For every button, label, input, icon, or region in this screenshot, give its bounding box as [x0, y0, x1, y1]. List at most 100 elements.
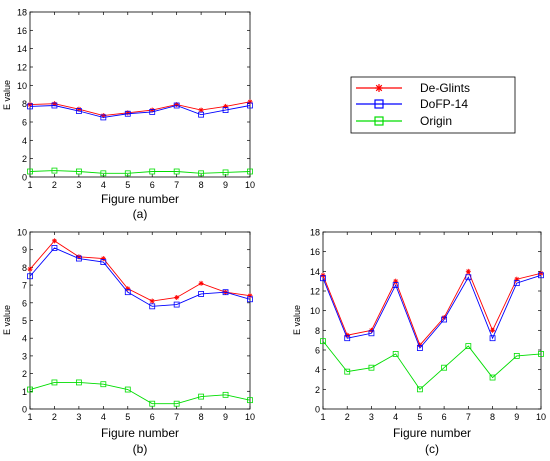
- data-point-origin: [75, 379, 82, 386]
- data-point-dofp-14: [392, 282, 399, 289]
- data-point-origin: [100, 170, 107, 177]
- data-point-origin: [320, 338, 326, 345]
- data-point-de-glints: [27, 266, 33, 272]
- data-point-de-glints: [198, 280, 204, 286]
- y-tick-label: 4: [22, 334, 27, 344]
- series-line-dofp-14: [29, 105, 251, 118]
- series-line-origin: [322, 340, 542, 391]
- series-line-de-glints: [29, 101, 251, 117]
- series-line-dofp-14: [322, 274, 542, 349]
- data-point-dofp-14: [247, 296, 253, 303]
- data-point-origin: [247, 397, 253, 404]
- series-line-origin: [29, 170, 251, 174]
- legend-marker-origin-icon: [374, 116, 384, 126]
- x-tick-label: 2: [52, 180, 57, 190]
- legend-marker-de-glints: [375, 84, 383, 92]
- data-point-origin: [75, 168, 82, 175]
- data-point-dofp-14: [222, 289, 229, 296]
- plot-frame-a: [29, 11, 251, 178]
- data-point-dofp-14: [247, 102, 253, 109]
- data-point-dofp-14: [75, 255, 82, 262]
- data-point-dofp-14: [51, 102, 58, 109]
- data-point-origin: [51, 167, 58, 174]
- x-tick-label: 9: [223, 180, 228, 190]
- data-point-dofp-14: [173, 102, 180, 109]
- data-point-dofp-14: [100, 114, 107, 121]
- data-point-dofp-14: [149, 109, 156, 115]
- data-point-origin: [149, 400, 156, 407]
- data-point-origin: [124, 170, 131, 177]
- legend-label-dofp-14: DoFP-14: [420, 97, 468, 111]
- data-point-dofp-14: [198, 111, 205, 118]
- x-tick-label: 3: [76, 412, 81, 422]
- legend-marker-dofp-14-icon: [374, 99, 384, 109]
- data-point-origin: [247, 168, 253, 175]
- y-axis-label-c: E value: [292, 305, 302, 335]
- series-line-origin: [29, 382, 251, 405]
- x-tick-label: 10: [245, 412, 255, 422]
- data-point-de-glints: [490, 327, 496, 333]
- data-point-dofp-14: [513, 280, 520, 287]
- plot-frame-c: [322, 231, 542, 410]
- x-ticks-b: 1 2 3 4 5 6 7 8 9 10: [27, 232, 255, 422]
- y-tick-label: 5: [22, 316, 27, 326]
- x-tick-label: 9: [223, 412, 228, 422]
- y-ticks-c: 0 2 4 6 8 10 12 14 16 18: [310, 228, 541, 415]
- y-tick-label: 0: [22, 173, 27, 183]
- data-point-dofp-14: [538, 272, 544, 279]
- legend-marker-origin: [374, 116, 384, 126]
- data-point-origin: [124, 386, 131, 393]
- x-tick-label: 4: [101, 412, 106, 422]
- x-tick-label: 8: [199, 412, 204, 422]
- data-point-origin: [538, 351, 544, 357]
- data-point-origin: [392, 351, 399, 357]
- data-point-de-glints: [247, 293, 253, 299]
- series-b: [27, 238, 253, 407]
- legend-label-de-glints: De-Glints: [420, 81, 470, 95]
- y-tick-label: 4: [315, 365, 320, 375]
- legend-label-origin: Origin: [420, 114, 452, 128]
- data-point-dofp-14: [222, 107, 229, 113]
- data-point-origin: [441, 364, 448, 371]
- data-point-origin: [51, 379, 58, 386]
- x-tick-label: 1: [27, 180, 32, 190]
- legend: De-Glints DoFP-14 Origin: [350, 76, 516, 134]
- data-point-dofp-14: [27, 103, 33, 110]
- x-axis-label-b: Figure number: [101, 426, 179, 440]
- data-point-de-glints: [223, 103, 229, 109]
- y-tick-label: 18: [17, 8, 27, 18]
- y-tick-label: 7: [22, 281, 27, 291]
- data-point-origin: [173, 400, 180, 407]
- data-point-dofp-14: [124, 289, 131, 296]
- x-ticks-a: 1 2 3 4 5 6 7 8 9 10: [27, 12, 255, 190]
- y-tick-label: 12: [17, 63, 27, 73]
- x-tick-label: 10: [536, 412, 546, 422]
- data-point-dofp-14: [441, 316, 448, 323]
- data-point-origin: [27, 386, 33, 393]
- data-point-dofp-14: [368, 330, 375, 337]
- x-tick-label: 8: [490, 412, 495, 422]
- y-tick-label: 0: [315, 405, 320, 415]
- x-tick-label: 3: [369, 412, 374, 422]
- data-point-dofp-14: [320, 275, 326, 282]
- x-tick-label: 1: [27, 412, 32, 422]
- data-point-dofp-14: [149, 303, 156, 310]
- y-tick-label: 16: [17, 26, 27, 36]
- caption-a: (a): [133, 207, 148, 221]
- x-tick-label: 3: [76, 180, 81, 190]
- data-point-origin: [173, 168, 180, 175]
- x-axis-label-a: Figure number: [101, 192, 179, 206]
- x-tick-label: 4: [101, 180, 106, 190]
- y-tick-label: 8: [315, 326, 320, 336]
- series-line-de-glints: [322, 270, 542, 346]
- x-tick-label: 6: [150, 412, 155, 422]
- y-tick-label: 4: [22, 136, 27, 146]
- legend-marker-dofp-14: [374, 99, 384, 109]
- y-tick-label: 1: [22, 387, 27, 397]
- y-tick-label: 10: [17, 81, 27, 91]
- y-tick-label: 6: [315, 346, 320, 356]
- y-tick-label: 2: [315, 385, 320, 395]
